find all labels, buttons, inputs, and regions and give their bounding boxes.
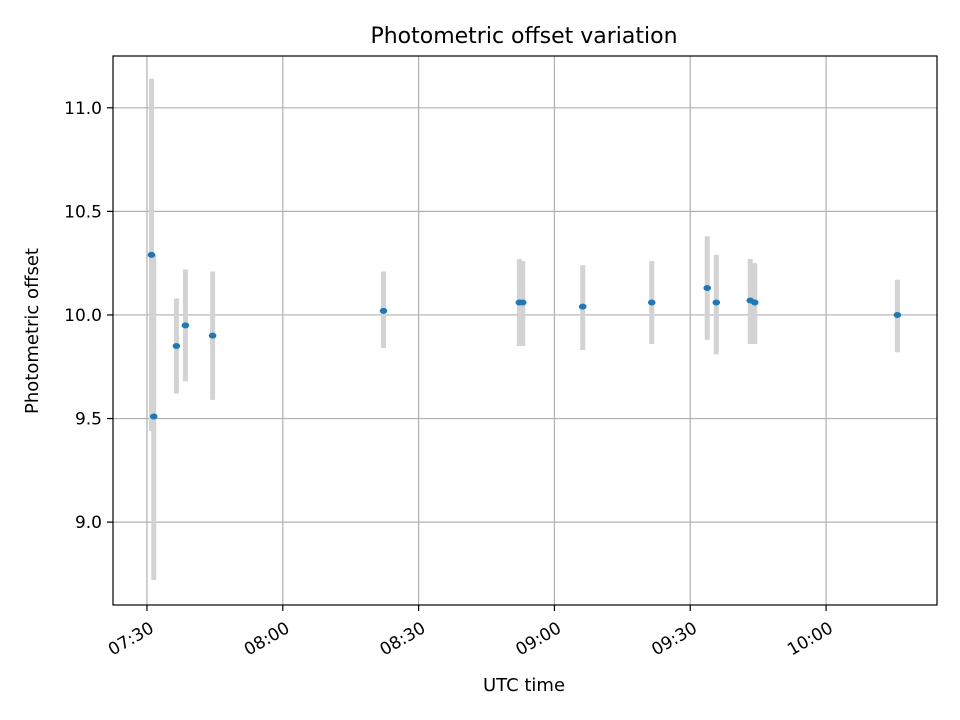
y-tick-label: 10.0 (64, 306, 102, 326)
data-point (712, 299, 721, 306)
plot-frame (112, 55, 938, 606)
data-point (147, 251, 156, 258)
data-point (703, 285, 712, 292)
chart-title: Photometric offset variation (370, 24, 677, 49)
y-axis: 9.0 9.5 10.0 10.5 11.0 (64, 99, 113, 533)
y-tick-label: 11.0 (64, 99, 102, 119)
data-point (578, 303, 587, 310)
data-point (750, 299, 759, 306)
y-axis-label: Photometric offset (22, 248, 43, 414)
data-point (518, 299, 527, 306)
data-point (379, 307, 388, 314)
data-point (208, 332, 217, 339)
data-points (147, 251, 902, 420)
data-point (181, 322, 190, 329)
grid (113, 56, 937, 605)
y-tick-label: 10.5 (64, 202, 102, 222)
data-point (149, 413, 158, 420)
y-tick-label: 9.5 (75, 410, 102, 430)
y-tick-label: 9.0 (75, 513, 102, 533)
data-point (893, 311, 902, 318)
data-point (172, 343, 181, 350)
data-point (647, 299, 656, 306)
x-axis-label: UTC time (483, 675, 565, 696)
